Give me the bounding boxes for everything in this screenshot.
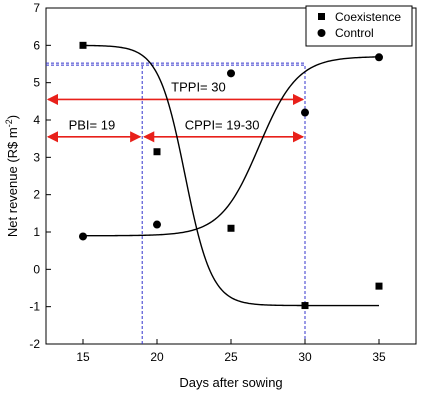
data-point-control	[375, 53, 383, 62]
fit-curve-control	[83, 56, 380, 237]
data-point-coexistence	[301, 302, 309, 310]
data-point-coexistence	[375, 282, 383, 290]
data-point-control	[79, 232, 87, 241]
y-axis-ticks: -2 -1 0 1 2 3 4 5 6 7	[29, 1, 51, 351]
legend-label-coexistence: Coexistence	[335, 10, 401, 24]
plot-frame	[45, 7, 417, 345]
data-point-control	[153, 220, 161, 229]
y-tick-label: 2	[33, 188, 40, 202]
data-point-control	[227, 69, 235, 78]
legend: Coexistence Control	[305, 5, 413, 47]
fit-curve-coexistence	[82, 44, 379, 307]
data-point-coexistence	[153, 148, 161, 156]
y-tick-label: -2	[29, 337, 40, 351]
y-axis-title-close: )	[5, 115, 20, 119]
legend-label-control: Control	[335, 26, 374, 40]
fit-curves	[82, 44, 380, 307]
legend-box	[305, 5, 413, 47]
reference-lines	[46, 62, 306, 344]
y-tick-label: -1	[29, 300, 40, 314]
y-tick-label: 0	[33, 262, 40, 276]
interval-label: CPPI= 19-30	[185, 117, 260, 132]
y-tick-label: 7	[33, 1, 40, 15]
interval-label: PBI= 19	[69, 117, 116, 132]
data-point-control	[301, 108, 309, 117]
data-points	[79, 41, 383, 310]
x-tick-label: 15	[76, 350, 90, 364]
y-tick-label: 3	[33, 150, 40, 164]
y-axis-title: Net revenue (R$ m-2)	[4, 115, 20, 237]
x-tick-label: 35	[372, 350, 386, 364]
y-axis-title-superscript: -2	[4, 119, 14, 127]
interval-label: TPPI= 30	[171, 79, 226, 94]
x-tick-label: 20	[150, 350, 164, 364]
data-point-coexistence	[227, 224, 235, 232]
y-tick-label: 5	[33, 76, 40, 90]
x-tick-label: 25	[224, 350, 238, 364]
legend-marker-control	[317, 29, 326, 37]
legend-marker-coexistence	[318, 13, 325, 20]
x-axis-ticks: 15 20 25 30 35	[76, 339, 386, 364]
data-point-coexistence	[79, 41, 87, 49]
y-tick-label: 6	[33, 38, 40, 52]
y-tick-label: 4	[33, 113, 40, 127]
y-axis-title-main: Net revenue (R$ m	[5, 127, 20, 237]
interval-arrows: TPPI= 30 PBI= 19 CPPI= 19-30	[46, 79, 305, 143]
x-tick-label: 30	[298, 350, 312, 364]
y-tick-label: 1	[33, 225, 40, 239]
x-axis-title: Days after sowing	[179, 375, 282, 390]
